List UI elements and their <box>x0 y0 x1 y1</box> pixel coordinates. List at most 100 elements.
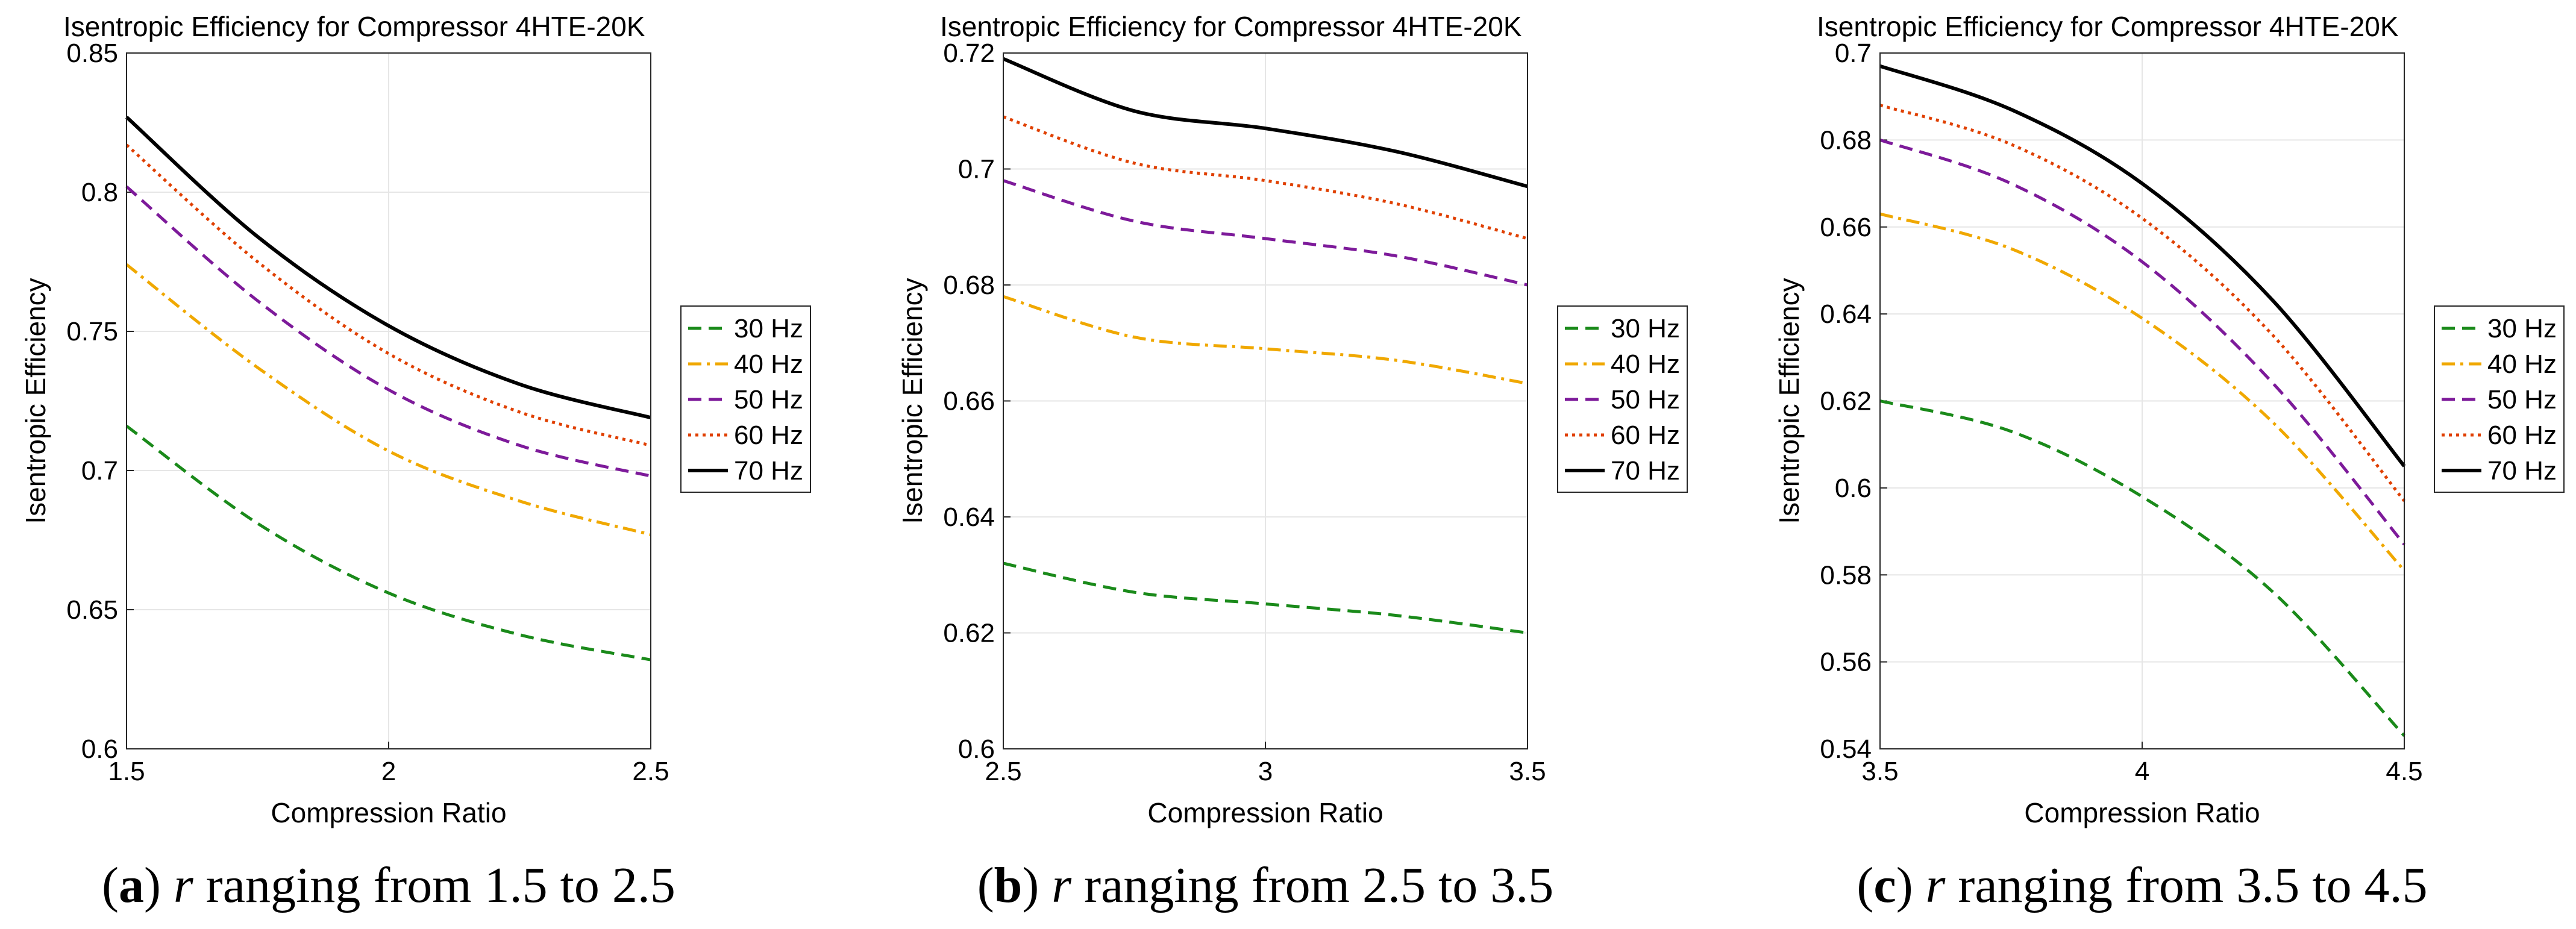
series-line-50-hz <box>1003 179 1528 287</box>
x-axis-label: Compression Ratio <box>1147 797 1383 828</box>
y-tick-label: 0.62 <box>943 619 995 648</box>
y-tick-label: 0.85 <box>66 39 118 68</box>
caption-part: r <box>1926 857 1946 913</box>
legend-entry: 60 Hz <box>734 421 803 450</box>
legend-box <box>680 305 811 493</box>
caption-part: ( <box>1857 857 1873 913</box>
x-axis-label: Compression Ratio <box>271 797 506 828</box>
series-line-60-hz <box>125 143 651 447</box>
chart-title: Isentropic Efficiency for Compressor 4HT… <box>1817 11 2399 42</box>
y-tick-label: 0.56 <box>1820 648 1872 677</box>
y-tick-label: 0.62 <box>1820 387 1872 416</box>
x-tick-label: 1.5 <box>108 757 145 786</box>
series-line-70-hz <box>125 116 651 420</box>
legend-entry: 50 Hz <box>734 385 803 414</box>
legend-entry: 30 Hz <box>1611 314 1680 343</box>
x-tick-label: 2.5 <box>632 757 669 786</box>
legend-entry: 30 Hz <box>734 314 803 343</box>
panel-caption: (a) r ranging from 1.5 to 2.5 <box>102 857 675 913</box>
legend: 30 Hz 40 Hz 50 Hz 60 Hz 70 Hz <box>2434 305 2565 493</box>
legend: 30 Hz 40 Hz 50 Hz 60 Hz 70 Hz <box>680 305 811 493</box>
caption-part: r <box>1051 857 1071 913</box>
x-tick-label: 3 <box>1258 757 1273 786</box>
y-tick-label: 0.68 <box>943 271 995 300</box>
legend-box <box>2434 305 2565 493</box>
y-axis-label: Isentropic Efficiency <box>897 278 928 524</box>
y-tick-label: 0.7 <box>81 456 118 486</box>
axes-frame <box>1003 52 1528 749</box>
y-tick-label: 0.64 <box>1820 299 1872 329</box>
series-line-50-hz <box>125 185 651 478</box>
legend-entry: 60 Hz <box>1611 421 1680 450</box>
y-tick-label: 0.64 <box>943 502 995 532</box>
caption-part: ) <box>1896 857 1926 913</box>
caption-part: ranging from 1.5 to 2.5 <box>193 857 675 913</box>
caption-part: ( <box>102 857 119 913</box>
axes-frame <box>1879 52 2405 749</box>
y-tick-label: 0.72 <box>943 39 995 68</box>
y-tick-label: 0.6 <box>958 734 995 764</box>
panel-caption: (c) r ranging from 3.5 to 4.5 <box>1857 857 2427 913</box>
axes-frame <box>126 52 651 749</box>
series-line-70-hz <box>1002 57 1528 189</box>
series-line-60-hz <box>1003 115 1528 240</box>
caption-part: ranging from 3.5 to 4.5 <box>1945 857 2427 913</box>
series-line-60-hz <box>1879 104 2405 502</box>
series-line-40-hz <box>1003 295 1528 386</box>
y-tick-label: 0.75 <box>66 317 118 346</box>
legend-entry: 70 Hz <box>2487 456 2557 486</box>
y-tick-label: 0.66 <box>943 387 995 416</box>
legend-entry: 70 Hz <box>1611 456 1680 486</box>
caption-part: ranging from 2.5 to 3.5 <box>1071 857 1553 913</box>
y-axis-label: Isentropic Efficiency <box>1773 278 1805 524</box>
y-tick-label: 0.7 <box>958 155 995 184</box>
y-tick-label: 0.6 <box>1835 474 1872 503</box>
x-tick-label: 2 <box>381 757 396 786</box>
series-line-70-hz <box>1879 64 2406 468</box>
legend-entry: 60 Hz <box>2487 421 2557 450</box>
chart-title: Isentropic Efficiency for Compressor 4HT… <box>63 11 645 42</box>
x-tick-label: 3.5 <box>1509 757 1546 786</box>
legend-entry: 40 Hz <box>734 349 803 379</box>
legend-entry: 30 Hz <box>2487 314 2557 343</box>
y-tick-label: 0.7 <box>1835 39 1872 68</box>
caption-part: c <box>1873 857 1896 913</box>
x-tick-label: 2.5 <box>985 757 1021 786</box>
y-tick-label: 0.66 <box>1820 213 1872 242</box>
series-line-30-hz <box>1879 399 2405 737</box>
y-tick-label: 0.58 <box>1820 560 1872 590</box>
legend-entry: 70 Hz <box>734 456 803 486</box>
caption-part: ) <box>1022 857 1051 913</box>
panel-caption: (b) r ranging from 2.5 to 3.5 <box>977 857 1554 913</box>
x-tick-label: 4 <box>2135 757 2149 786</box>
chart-title: Isentropic Efficiency for Compressor 4HT… <box>940 11 1522 42</box>
series-line-30-hz <box>1003 561 1528 634</box>
legend-box <box>1557 305 1688 493</box>
x-tick-label: 3.5 <box>1861 757 1898 786</box>
legend-entry: 50 Hz <box>2487 385 2557 414</box>
x-axis-label: Compression Ratio <box>2024 797 2260 828</box>
legend-entry: 50 Hz <box>1611 385 1680 414</box>
legend: 30 Hz 40 Hz 50 Hz 60 Hz 70 Hz <box>1557 305 1688 493</box>
y-tick-label: 0.6 <box>81 734 118 764</box>
chart-panel-b: 2.5 3 3.50.60.620.640.660.680.70.72Isentro… <box>897 11 1688 913</box>
chart-panel-c: 3.5 4 4.5 0.54 0.56 0.58 0.6 0.62 0.64 0.66 0.68 0.… <box>1773 11 2565 913</box>
legend-entry: 40 Hz <box>2487 349 2557 379</box>
series-line-50-hz <box>1879 139 2405 546</box>
series-line-40-hz <box>125 263 651 536</box>
legend-entry: 40 Hz <box>1611 349 1680 379</box>
series-line-30-hz <box>125 425 651 662</box>
caption-part: r <box>174 857 193 913</box>
y-tick-label: 0.8 <box>81 178 118 207</box>
series-line-40-hz <box>1879 212 2405 572</box>
x-tick-label: 4.5 <box>2386 757 2422 786</box>
caption-part: ) <box>144 857 174 913</box>
caption-part: a <box>119 857 144 913</box>
y-tick-label: 0.54 <box>1820 734 1872 764</box>
y-axis-label: Isentropic Efficiency <box>20 278 51 524</box>
y-tick-label: 0.68 <box>1820 125 1872 155</box>
caption-part: b <box>994 857 1023 913</box>
y-tick-label: 0.65 <box>66 595 118 625</box>
